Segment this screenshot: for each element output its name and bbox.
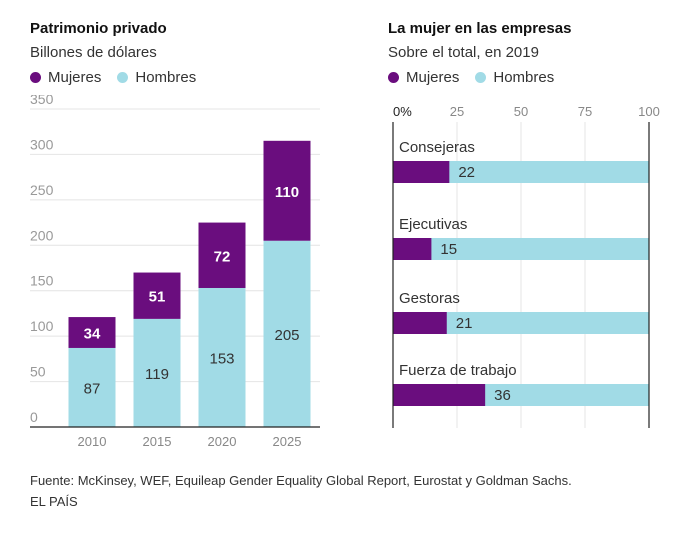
legend-label-mujeres: Mujeres bbox=[406, 69, 460, 86]
data-label-mujeres: 15 bbox=[440, 241, 457, 258]
y-tick-label: 0 bbox=[30, 409, 38, 425]
bar-hombres bbox=[393, 238, 649, 260]
x-tick-label: 25 bbox=[450, 104, 464, 119]
bar-mujeres bbox=[393, 161, 450, 183]
x-tick-label: 2010 bbox=[78, 434, 107, 449]
y-tick-label: 50 bbox=[30, 364, 46, 380]
y-tick-label: 150 bbox=[30, 273, 54, 289]
bar-mujeres bbox=[393, 384, 486, 406]
category-label: Fuerza de trabajo bbox=[399, 362, 517, 379]
legend-item-mujeres: Mujeres bbox=[30, 69, 101, 86]
right-chart-title: La mujer en las empresas bbox=[388, 20, 572, 37]
data-label-mujeres: 34 bbox=[84, 326, 101, 343]
x-tick-label: 100 bbox=[638, 104, 660, 119]
left-chart-title: Patrimonio privado bbox=[30, 20, 167, 37]
x-tick-label: 2015 bbox=[143, 434, 172, 449]
category-label: Gestoras bbox=[399, 290, 460, 307]
bar-mujeres bbox=[133, 272, 181, 319]
data-label-mujeres: 110 bbox=[275, 184, 299, 201]
y-tick-label: 300 bbox=[30, 136, 54, 152]
left-legend: Mujeres Hombres bbox=[30, 69, 212, 86]
x-tick-label: 0% bbox=[393, 104, 412, 119]
legend-item-hombres: Hombres bbox=[475, 69, 554, 86]
data-label-hombres: 205 bbox=[274, 327, 299, 344]
data-label-mujeres: 21 bbox=[456, 315, 473, 332]
bar-mujeres bbox=[198, 222, 246, 288]
bar-mujeres bbox=[263, 140, 311, 241]
legend-label-mujeres: Mujeres bbox=[48, 69, 102, 86]
bar-mujeres bbox=[393, 238, 432, 260]
bar-hombres bbox=[263, 240, 311, 427]
legend-swatch-mujeres bbox=[30, 72, 41, 83]
bar-hombres bbox=[393, 161, 649, 183]
legend-label-hombres: Hombres bbox=[493, 69, 555, 86]
source-note: Fuente: McKinsey, WEF, Equileap Gender E… bbox=[30, 473, 572, 488]
x-tick-label: 2020 bbox=[208, 434, 237, 449]
category-label: Consejeras bbox=[399, 139, 475, 156]
right-horizontal-bar-chart: 0% 25 50 75 100 Consejeras 22 Ejecutivas 15 Gesto… bbox=[392, 104, 660, 428]
x-tick-label: 75 bbox=[578, 104, 592, 119]
data-label-mujeres: 22 bbox=[458, 164, 475, 181]
data-label-hombres: 87 bbox=[84, 380, 101, 397]
y-tick-label: 200 bbox=[30, 227, 54, 243]
data-label-mujeres: 72 bbox=[214, 248, 231, 265]
data-label-mujeres: 51 bbox=[149, 289, 166, 306]
legend-item-mujeres: Mujeres bbox=[388, 69, 459, 86]
legend-swatch-hombres bbox=[475, 72, 487, 83]
right-chart-subtitle: Sobre el total, en 2019 bbox=[388, 44, 539, 61]
bar-mujeres bbox=[393, 312, 447, 334]
y-tick-label: 100 bbox=[30, 318, 54, 334]
x-tick-label: 50 bbox=[514, 104, 528, 119]
y-tick-label: 250 bbox=[30, 182, 54, 198]
legend-item-hombres: Hombres bbox=[117, 69, 196, 86]
bar-mujeres bbox=[68, 317, 116, 348]
legend-label-hombres: Hombres bbox=[135, 69, 197, 86]
bar-hombres bbox=[393, 312, 649, 334]
y-tick-label: 350 bbox=[30, 95, 54, 107]
legend-swatch-mujeres bbox=[388, 72, 399, 83]
brand-label: EL PAÍS bbox=[30, 494, 78, 509]
data-label-hombres: 153 bbox=[209, 350, 234, 367]
data-label-hombres: 119 bbox=[145, 366, 169, 383]
right-legend: Mujeres Hombres bbox=[388, 69, 570, 86]
bar-hombres bbox=[198, 287, 246, 427]
bar-hombres bbox=[133, 318, 181, 427]
bar-hombres bbox=[68, 347, 116, 427]
legend-swatch-hombres bbox=[117, 72, 129, 83]
left-stacked-bar-chart: 0 50 100 150 200 250 300 350 87 34 2010 119 51 2015 15… bbox=[30, 95, 320, 449]
x-tick-label: 2025 bbox=[273, 434, 302, 449]
left-chart-subtitle: Billones de dólares bbox=[30, 44, 157, 61]
data-label-mujeres: 36 bbox=[494, 387, 511, 404]
category-label: Ejecutivas bbox=[399, 216, 467, 233]
